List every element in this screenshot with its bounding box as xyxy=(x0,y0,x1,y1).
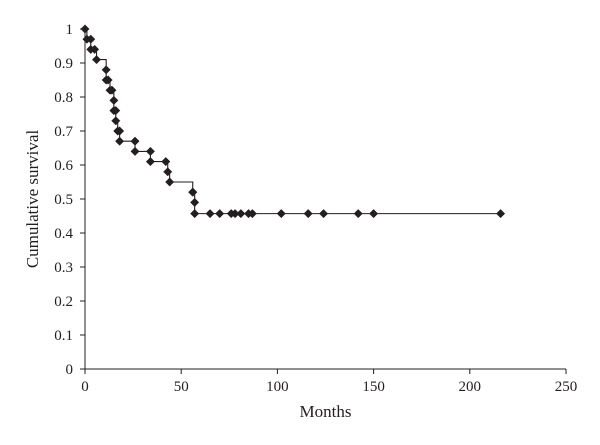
survival-step-line xyxy=(85,28,501,215)
data-point-marker xyxy=(190,197,200,207)
data-point-marker xyxy=(353,209,363,219)
data-point-marker xyxy=(161,157,171,167)
data-point-marker xyxy=(130,136,140,146)
x-tick-label: 0 xyxy=(81,379,89,395)
data-point-marker xyxy=(80,24,90,34)
x-axis-title: Months xyxy=(300,402,352,421)
data-point-marker xyxy=(165,177,175,187)
data-point-marker xyxy=(276,209,286,219)
plot-area xyxy=(80,24,506,219)
y-tick-label: 0.1 xyxy=(54,328,73,344)
y-tick-label: 0.5 xyxy=(54,192,73,208)
data-point-marker xyxy=(145,146,155,156)
y-tick-label: 0.6 xyxy=(54,158,73,174)
data-point-marker xyxy=(86,34,96,44)
y-tick-label: 0.3 xyxy=(54,260,73,276)
data-point-marker xyxy=(101,65,111,75)
y-tick-label: 0.4 xyxy=(54,226,73,242)
x-tick-label: 50 xyxy=(174,379,189,395)
data-point-marker xyxy=(188,187,198,197)
y-tick-label: 0.7 xyxy=(54,124,73,140)
data-point-marker xyxy=(319,209,329,219)
data-point-marker xyxy=(130,146,140,156)
data-point-marker xyxy=(91,55,102,65)
data-point-marker xyxy=(90,44,100,54)
data-point-marker xyxy=(111,116,121,126)
data-point-marker xyxy=(215,209,225,219)
x-tick-label: 150 xyxy=(362,379,385,395)
data-point-marker xyxy=(145,157,155,167)
data-point-marker xyxy=(109,95,119,105)
x-tick-label: 200 xyxy=(459,379,482,395)
data-point-marker xyxy=(303,209,313,219)
y-tick-label: 0 xyxy=(66,362,74,378)
y-tick-label: 1 xyxy=(66,22,74,38)
data-point-marker xyxy=(111,106,121,116)
data-point-marker xyxy=(205,209,215,219)
x-tick-label: 250 xyxy=(555,379,578,395)
data-point-marker xyxy=(163,167,173,177)
data-point-marker xyxy=(115,136,125,146)
data-point-marker xyxy=(190,209,200,219)
y-tick-label: 0.9 xyxy=(54,56,73,72)
data-point-marker xyxy=(103,75,113,85)
y-axis-title: Cumulative survival xyxy=(23,130,42,269)
y-tick-label: 0.8 xyxy=(54,90,73,106)
data-point-marker xyxy=(107,85,117,95)
x-tick-label: 100 xyxy=(266,379,289,395)
data-point-marker xyxy=(115,126,125,136)
data-point-marker xyxy=(236,209,246,219)
data-point-marker xyxy=(496,209,506,219)
data-point-marker xyxy=(369,209,379,219)
axes: 0 0.1 0.2 0.3 0.4 0.5 0.6 0.7 0.8 0.9 1 0 50 100 150 20… xyxy=(54,22,577,395)
y-tick-label: 0.2 xyxy=(54,294,73,310)
data-point-marker xyxy=(247,209,257,219)
